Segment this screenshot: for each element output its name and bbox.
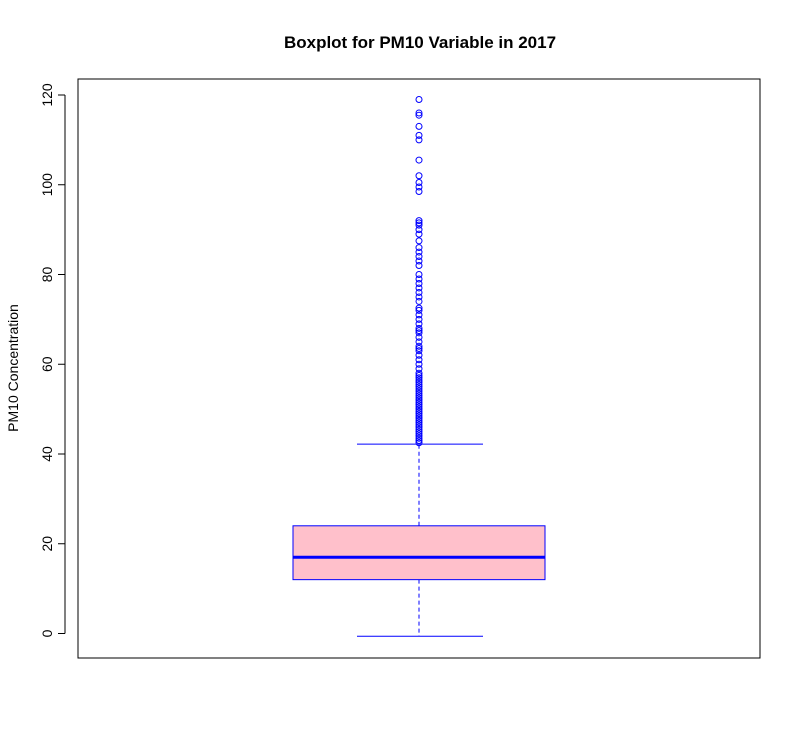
outlier-point xyxy=(415,179,423,187)
outlier-point xyxy=(415,416,423,424)
outlier-point xyxy=(415,156,423,164)
outlier-point xyxy=(415,434,423,442)
outlier-point xyxy=(415,131,423,139)
outlier-point xyxy=(415,428,423,436)
y-tick-label: 20 xyxy=(39,536,55,552)
box-group xyxy=(292,443,546,637)
outlier-point xyxy=(415,306,423,314)
outlier-point xyxy=(415,439,423,447)
outlier-point xyxy=(415,329,423,337)
outlier-point xyxy=(415,394,423,402)
outlier-point xyxy=(415,221,423,229)
outlier-point xyxy=(415,405,423,413)
outlier-point xyxy=(415,437,423,445)
outlier-point xyxy=(415,284,423,292)
outlier-point xyxy=(415,347,423,355)
outlier-point xyxy=(415,111,423,119)
outlier-point xyxy=(415,421,423,429)
outlier-point xyxy=(415,398,423,406)
outlier-point xyxy=(415,378,423,386)
outlier-point xyxy=(415,244,423,252)
outlier-point xyxy=(415,403,423,411)
outlier-point xyxy=(415,230,423,238)
outlier-point xyxy=(415,387,423,395)
outlier-point xyxy=(415,304,423,312)
outlier-point xyxy=(415,412,423,420)
outlier-point xyxy=(415,311,423,319)
outlier-point xyxy=(415,389,423,397)
y-tick-label: 40 xyxy=(39,446,55,462)
y-tick-label: 80 xyxy=(39,267,55,283)
outlier-point xyxy=(415,315,423,323)
outlier-point xyxy=(415,187,423,195)
outlier-point xyxy=(415,369,423,377)
y-tick-label: 60 xyxy=(39,356,55,372)
outlier-point xyxy=(415,217,423,225)
outlier-point xyxy=(415,342,423,350)
outlier-point xyxy=(415,351,423,359)
outlier-point xyxy=(415,338,423,346)
y-axis-label: PM10 Concentration xyxy=(5,304,21,432)
outlier-point xyxy=(415,345,423,353)
outlier-point xyxy=(415,226,423,234)
outlier-point xyxy=(415,320,423,328)
outlier-point xyxy=(415,423,423,431)
iqr-box xyxy=(292,525,546,581)
outlier-point xyxy=(415,376,423,384)
outlier-point xyxy=(415,324,423,332)
plot-frame xyxy=(77,78,761,659)
outlier-point xyxy=(415,407,423,415)
outlier-point xyxy=(415,425,423,433)
outlier-point xyxy=(415,392,423,400)
chart-title: Boxplot for PM10 Variable in 2017 xyxy=(284,33,556,52)
outlier-point xyxy=(415,410,423,418)
outlier-point xyxy=(415,172,423,180)
outlier-point xyxy=(415,237,423,245)
outlier-point xyxy=(415,385,423,393)
outlier-group xyxy=(415,95,423,447)
outlier-point xyxy=(415,396,423,404)
outlier-point xyxy=(415,374,423,382)
outlier-point xyxy=(415,279,423,287)
outlier-point xyxy=(415,430,423,438)
outlier-point xyxy=(415,360,423,368)
outlier-point xyxy=(415,136,423,144)
outlier-point xyxy=(415,383,423,391)
outlier-point xyxy=(415,288,423,296)
outlier-point xyxy=(415,248,423,256)
outlier-point xyxy=(415,253,423,261)
outlier-point xyxy=(415,219,423,227)
outlier-point xyxy=(415,356,423,364)
outlier-point xyxy=(415,327,423,335)
outlier-point xyxy=(415,414,423,422)
y-axis: 0 20 40 60 80 100 120 xyxy=(39,83,66,637)
outlier-point xyxy=(415,380,423,388)
outlier-point xyxy=(415,432,423,440)
outlier-point xyxy=(415,293,423,301)
outlier-point xyxy=(415,333,423,341)
outlier-point xyxy=(415,183,423,191)
outlier-point xyxy=(415,257,423,265)
y-tick-label: 100 xyxy=(39,173,55,197)
y-tick-label: 120 xyxy=(39,83,55,107)
outlier-point xyxy=(415,419,423,427)
outlier-point xyxy=(415,275,423,283)
outlier-point xyxy=(415,297,423,305)
y-tick-label: 0 xyxy=(39,629,55,637)
outlier-point xyxy=(415,262,423,270)
outlier-point xyxy=(415,271,423,278)
outlier-point xyxy=(415,95,423,103)
outlier-point xyxy=(415,401,423,409)
outlier-point xyxy=(415,122,423,130)
outlier-point xyxy=(415,109,423,117)
outlier-point xyxy=(415,365,423,373)
outlier-point xyxy=(415,371,423,379)
